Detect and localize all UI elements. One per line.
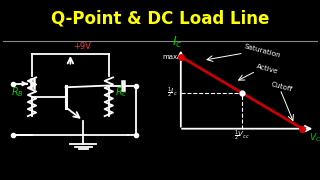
Text: $\frac{1}{2}I_c$: $\frac{1}{2}I_c$: [167, 86, 178, 100]
Text: $R_B$: $R_B$: [11, 85, 24, 99]
Text: $V_{CE}$: $V_{CE}$: [308, 131, 320, 144]
Text: $\mathit{I_c}$: $\mathit{I_c}$: [172, 35, 183, 50]
Text: Saturation: Saturation: [243, 44, 281, 59]
Text: max: max: [163, 54, 178, 60]
Text: Cutoff: Cutoff: [270, 82, 293, 93]
Text: $R_c$: $R_c$: [115, 85, 127, 99]
Text: Active: Active: [256, 64, 279, 75]
Text: +9V: +9V: [74, 42, 92, 51]
Text: $\frac{1}{2}V_{cc}$: $\frac{1}{2}V_{cc}$: [234, 129, 250, 143]
Text: Q-Point & DC Load Line: Q-Point & DC Load Line: [51, 9, 269, 27]
